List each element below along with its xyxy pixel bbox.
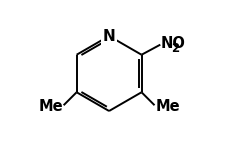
Text: Me: Me [38, 99, 63, 114]
Text: NO: NO [161, 36, 186, 51]
Text: N: N [103, 29, 115, 44]
Text: 2: 2 [171, 42, 179, 55]
Text: Me: Me [155, 99, 180, 114]
